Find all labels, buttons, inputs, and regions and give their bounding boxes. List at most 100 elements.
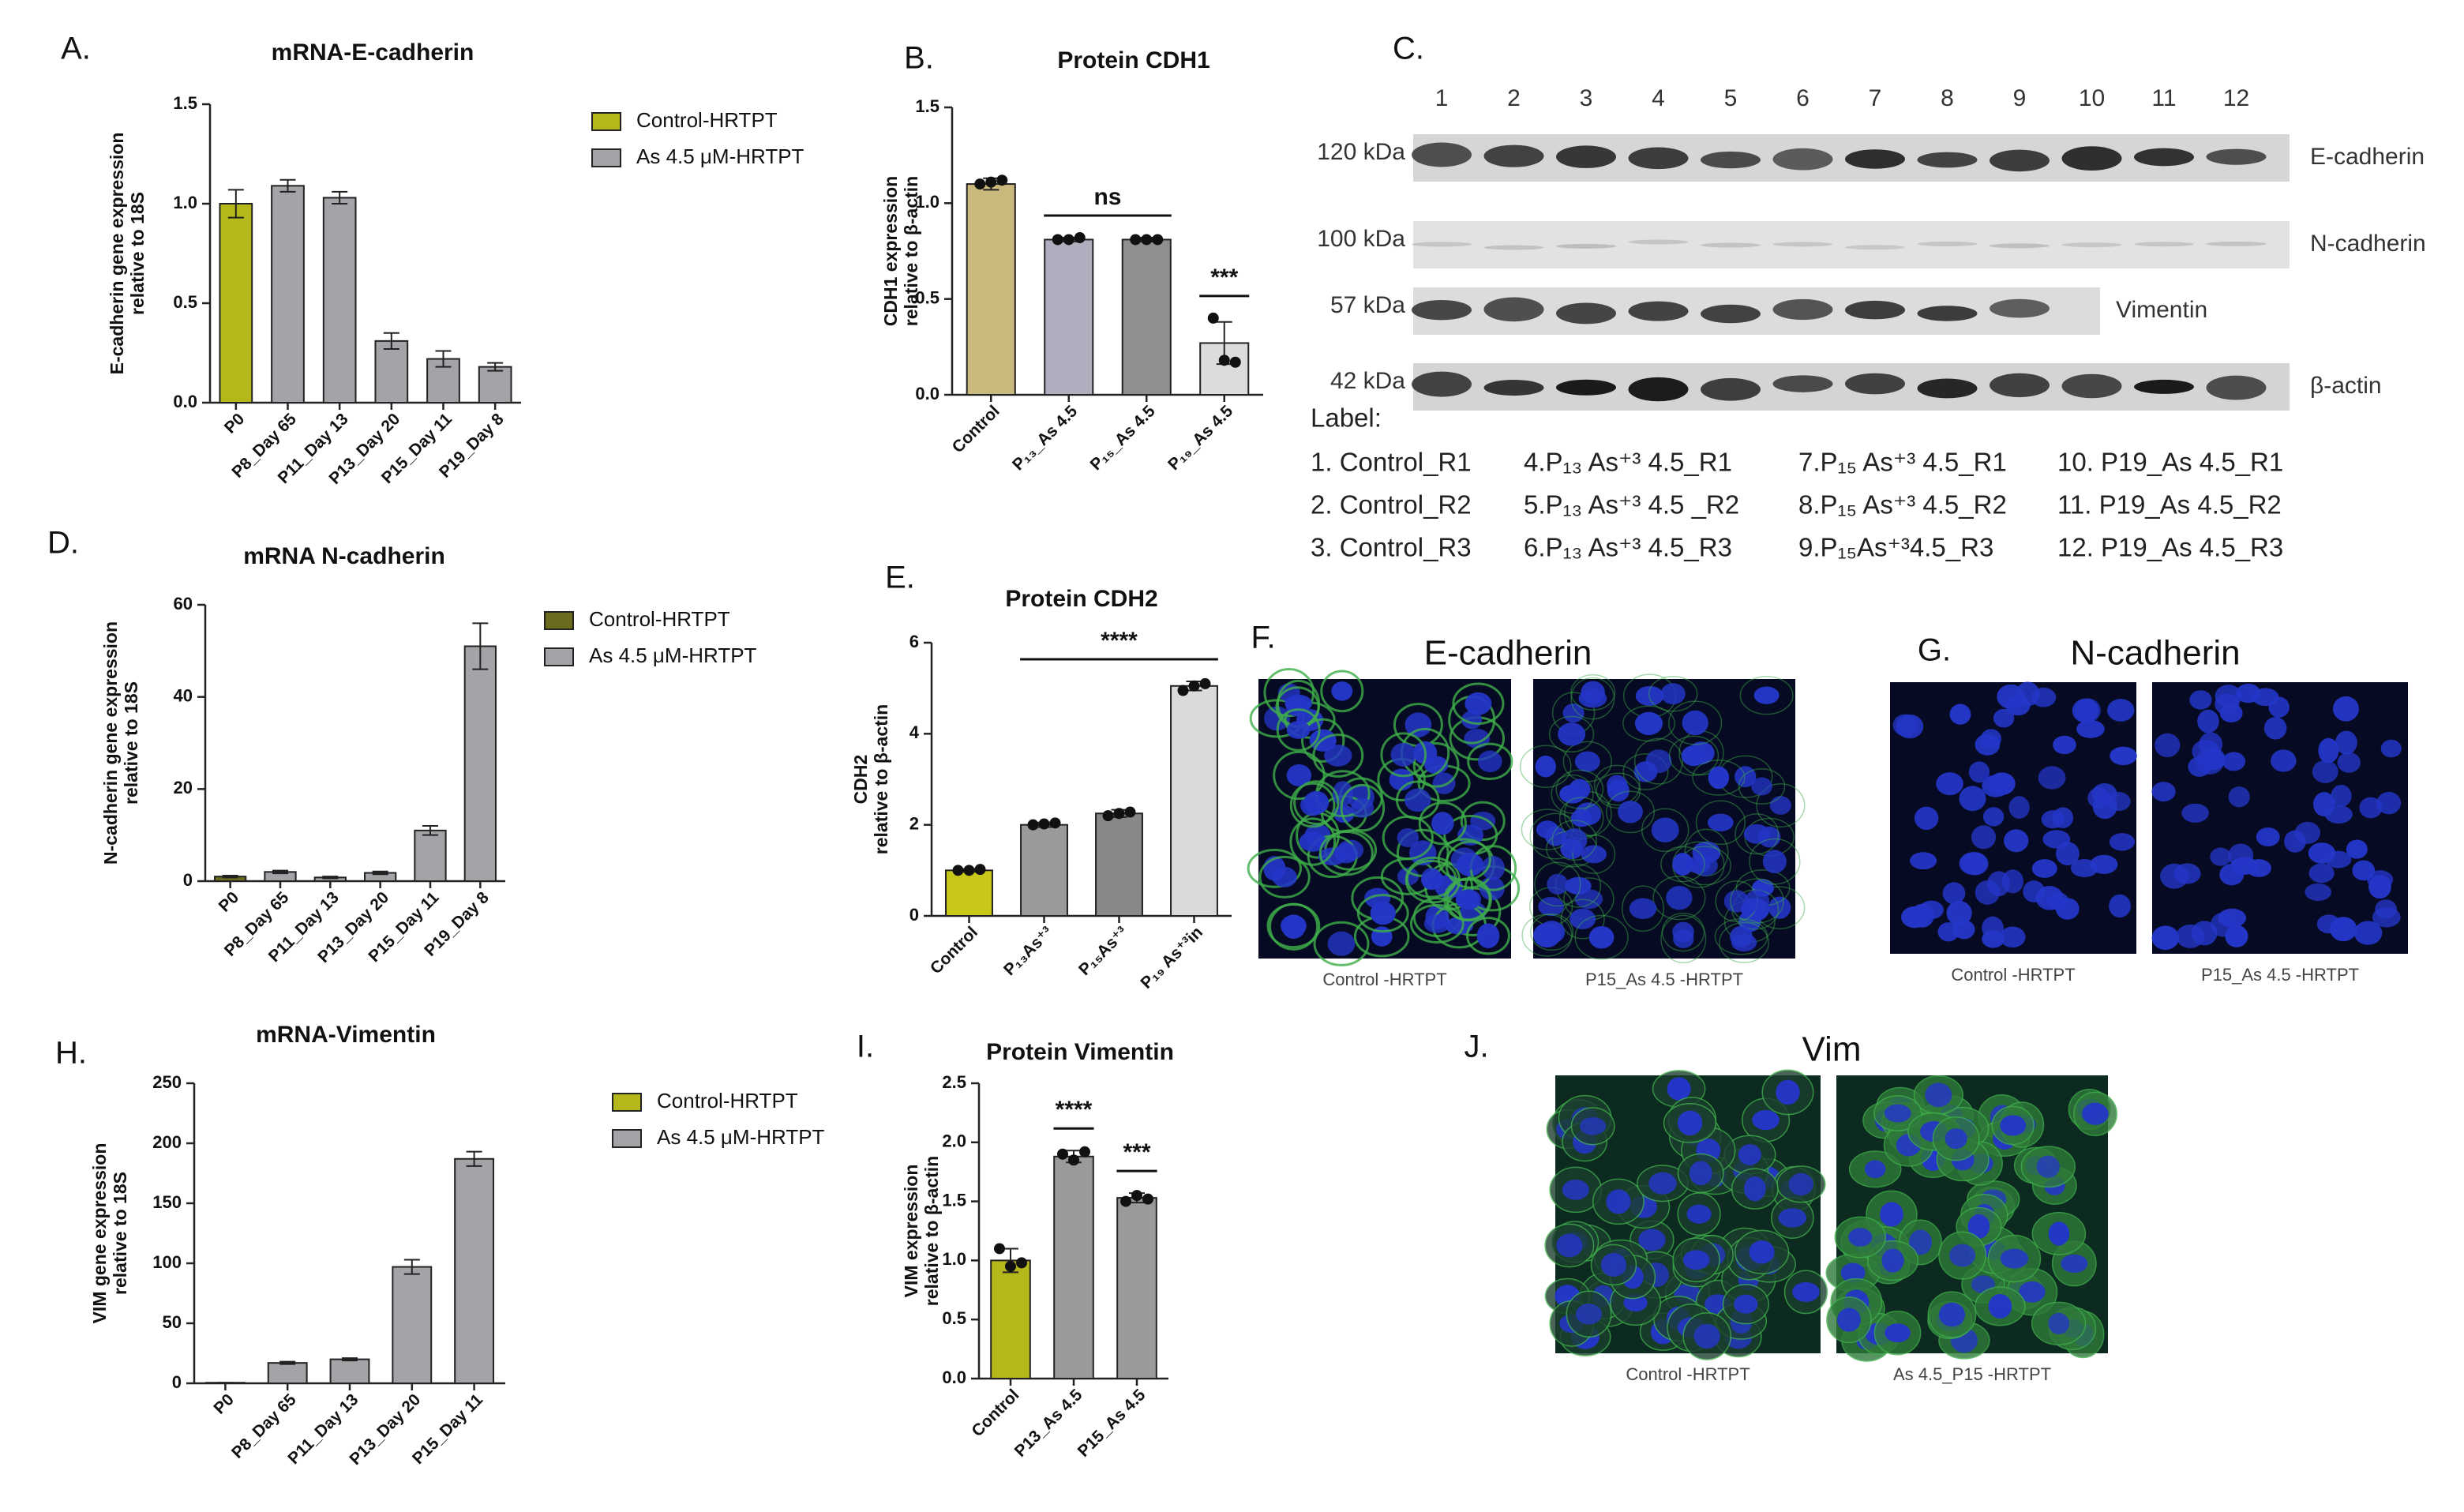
cell: [1340, 783, 1386, 832]
nucleus: [1538, 896, 1564, 917]
legend-swatch: [591, 112, 621, 131]
bar: [966, 183, 1016, 396]
y-axis-label: relative to β-actin: [901, 176, 921, 326]
micrograph-caption: Control -HRTPT: [1626, 1364, 1750, 1384]
data-point: [1016, 1257, 1027, 1269]
nucleus: [2312, 760, 2338, 783]
cell: [1641, 808, 1690, 852]
y-axis-label: relative to 18S: [110, 1172, 130, 1295]
nucleus: [2202, 748, 2226, 771]
micrograph-title: N-cadherin: [2070, 634, 2240, 673]
nucleus: [1672, 921, 1694, 943]
nucleus: [2353, 921, 2383, 945]
nucleus: [1925, 1082, 1952, 1108]
bar: [1170, 685, 1218, 917]
blot-band: [1845, 245, 1905, 250]
nucleus: [1299, 831, 1326, 852]
cell: [1668, 735, 1720, 776]
bar: [392, 1266, 433, 1385]
y-axis-label: N-cadherin gene expression: [100, 621, 121, 865]
error-bar: [472, 622, 489, 670]
data-point: [1063, 234, 1074, 246]
nucleus: [2090, 854, 2118, 874]
nucleus: [1909, 1229, 1932, 1255]
micrograph-title: E-cadherin: [1424, 634, 1592, 673]
cell: [1289, 817, 1337, 866]
x-tick-label: P₁₅_As 4.5: [1087, 402, 1159, 474]
nucleus: [1581, 845, 1607, 864]
blot-band: [1772, 148, 1833, 171]
cell: [1570, 677, 1615, 720]
data-point: [1124, 806, 1136, 818]
nucleus: [2155, 733, 2181, 757]
panel-label: H.: [55, 1036, 87, 1071]
nucleus: [1351, 797, 1375, 818]
blot-band: [1483, 380, 1544, 396]
bar: [374, 340, 409, 404]
legend-label: As 4.5 μM-HRTPT: [657, 1125, 825, 1149]
nucleus: [1848, 1228, 1873, 1247]
cell: [1412, 742, 1460, 788]
cell: [1301, 718, 1345, 763]
nucleus: [2380, 739, 2402, 758]
nucleus: [1535, 755, 1556, 778]
cell: [1692, 760, 1746, 796]
nucleus: [1880, 1202, 1903, 1227]
nucleus: [1556, 1233, 1583, 1258]
data-point: [1207, 312, 1219, 324]
chart-title: Protein CDH2: [1005, 586, 1157, 612]
y-tick-label: 1.5: [915, 96, 939, 116]
x-tick-label: Control: [968, 1386, 1022, 1440]
cell: [1756, 782, 1806, 828]
y-tick-label: 150: [152, 1192, 182, 1212]
data-point: [974, 864, 986, 876]
significance-label: ns: [1093, 184, 1121, 210]
nucleus: [1993, 708, 2015, 728]
x-tick-label: P₁₉_As 4.5: [1164, 402, 1236, 474]
nucleus: [1738, 1144, 1761, 1165]
bar: [219, 203, 253, 403]
cell: [1521, 914, 1573, 957]
nucleus: [1753, 686, 1780, 704]
bar: [1020, 824, 1068, 917]
blot-band: [1990, 373, 2050, 398]
nucleus: [1588, 925, 1615, 949]
nucleus: [1574, 751, 1600, 772]
bar: [271, 185, 305, 403]
nucleus: [1607, 779, 1630, 802]
cell: [1356, 894, 1409, 933]
lane-number: 6: [1796, 85, 1810, 111]
nucleus: [2151, 925, 2180, 951]
nucleus: [2000, 1115, 2027, 1136]
cell: [1660, 846, 1705, 883]
lane-legend: 2. Control_R2: [1311, 490, 1472, 520]
nucleus: [2151, 782, 2176, 802]
cell: [1466, 917, 1510, 955]
nucleus: [2061, 1254, 2088, 1274]
nucleus: [1651, 817, 1679, 842]
chart-title: Protein Vimentin: [986, 1039, 1174, 1065]
nucleus: [2210, 847, 2232, 866]
nucleus: [1562, 1179, 1589, 1200]
blot-band: [1990, 243, 2050, 249]
nucleus: [2053, 735, 2076, 755]
nucleus: [2337, 752, 2361, 773]
nucleus: [1910, 852, 1937, 870]
nucleus: [1635, 685, 1664, 706]
nucleus: [1569, 779, 1591, 800]
nucleus: [2082, 1102, 2109, 1125]
micrograph: [1247, 668, 1521, 966]
legend-swatch: [544, 611, 574, 630]
micrograph: [1825, 1075, 2117, 1362]
nucleus: [1945, 1128, 1967, 1150]
nucleus: [1734, 1294, 1758, 1314]
data-point: [1152, 234, 1164, 246]
nucleus: [2092, 794, 2117, 820]
nucleus: [2000, 1248, 2029, 1269]
nucleus: [1735, 766, 1757, 788]
nucleus: [1465, 692, 1492, 715]
x-tick-label: P₁₉ As⁺³in: [1137, 923, 1206, 992]
nucleus: [1331, 681, 1353, 701]
significance-label: ***: [1210, 265, 1238, 291]
nucleus: [2036, 1155, 2060, 1178]
